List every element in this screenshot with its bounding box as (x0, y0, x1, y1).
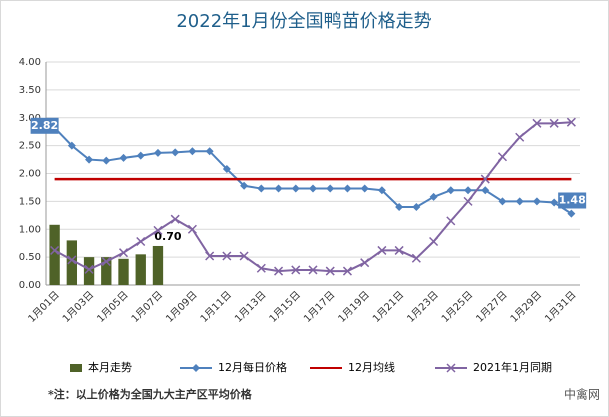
point-marker (102, 156, 111, 165)
chart-title: 2022年1月份全国鸭苗价格走势 (176, 11, 431, 32)
y-tick-label: 1.50 (19, 196, 41, 207)
point-marker (515, 197, 524, 206)
point-marker (274, 266, 284, 276)
point-marker (566, 117, 576, 127)
legend-label: 本月走势 (88, 360, 132, 374)
bar (118, 258, 129, 285)
point-marker (377, 245, 387, 255)
point-marker (170, 214, 180, 224)
y-tick-label: 2.00 (19, 169, 41, 180)
data-label-box (30, 117, 59, 134)
point-marker (153, 225, 163, 235)
point-marker (153, 148, 162, 157)
point-marker (549, 118, 559, 128)
point-marker (101, 257, 111, 267)
point-marker (118, 248, 129, 258)
data-label: 1.48 (559, 193, 586, 206)
point-marker (550, 198, 559, 207)
legend-marker (446, 363, 456, 373)
point-marker (394, 245, 404, 255)
y-tick-label: 3.50 (19, 85, 41, 96)
point-marker (50, 245, 60, 255)
point-marker (291, 265, 301, 275)
point-marker (342, 266, 352, 276)
point-marker (446, 186, 455, 195)
point-marker (136, 236, 146, 247)
point-marker (532, 118, 542, 128)
bar (135, 254, 146, 285)
point-marker (291, 184, 300, 193)
data-label-box (558, 192, 587, 209)
bar (49, 224, 60, 285)
bar (83, 257, 95, 285)
point-marker (567, 209, 576, 218)
point-marker (256, 263, 266, 273)
bar (101, 257, 112, 285)
point-marker (412, 202, 421, 211)
point-marker (308, 265, 318, 275)
y-tick-label: 4.00 (19, 57, 41, 68)
legend-label: 2021年1月同期 (473, 360, 552, 374)
point-marker (187, 224, 197, 234)
point-marker (446, 216, 456, 226)
bar (66, 240, 78, 285)
point-marker (205, 147, 214, 156)
point-marker (274, 184, 283, 193)
point-marker (239, 251, 249, 261)
y-tick-label: 0.50 (19, 252, 41, 263)
legend-label: 12月均线 (348, 360, 395, 374)
watermark: 中禽网 (564, 387, 600, 402)
point-marker (429, 192, 438, 201)
point-marker (343, 184, 352, 193)
point-marker (515, 132, 525, 142)
point-marker (360, 184, 369, 193)
point-marker (84, 264, 94, 274)
point-marker (171, 148, 180, 157)
point-marker (205, 251, 215, 261)
point-marker (411, 253, 421, 263)
point-marker (498, 197, 507, 206)
y-tick-label: 2.50 (19, 141, 41, 152)
point-marker (136, 151, 145, 160)
point-marker (429, 236, 439, 247)
point-marker (395, 202, 404, 211)
point-marker (481, 186, 490, 195)
footnote: *注：以上价格为全国九大主产区平均价格 (48, 387, 253, 401)
point-marker (257, 184, 266, 193)
point-marker (464, 186, 473, 195)
point-marker (480, 174, 490, 184)
point-marker (67, 255, 77, 265)
point-marker (240, 181, 249, 190)
legend-label: 12月每日价格 (218, 360, 287, 374)
point-marker (67, 141, 76, 150)
y-tick-label: 0.00 (19, 280, 41, 291)
point-marker (188, 147, 197, 156)
y-tick-label: 1.00 (19, 224, 41, 235)
point-marker (326, 184, 335, 193)
legend-marker (192, 364, 200, 372)
y-tick-label: 3.00 (19, 113, 41, 124)
point-marker (222, 251, 232, 261)
point-marker (119, 153, 128, 162)
point-marker (360, 258, 370, 268)
point-marker (463, 196, 473, 206)
point-marker (377, 186, 386, 195)
point-marker (532, 197, 541, 206)
point-marker (85, 155, 94, 164)
point-marker (497, 152, 508, 162)
data-label: 2.82 (31, 119, 58, 132)
legend-swatch (70, 364, 82, 372)
point-marker (222, 165, 231, 174)
bar (152, 245, 164, 285)
point-marker (325, 266, 335, 276)
point-marker (309, 184, 317, 193)
